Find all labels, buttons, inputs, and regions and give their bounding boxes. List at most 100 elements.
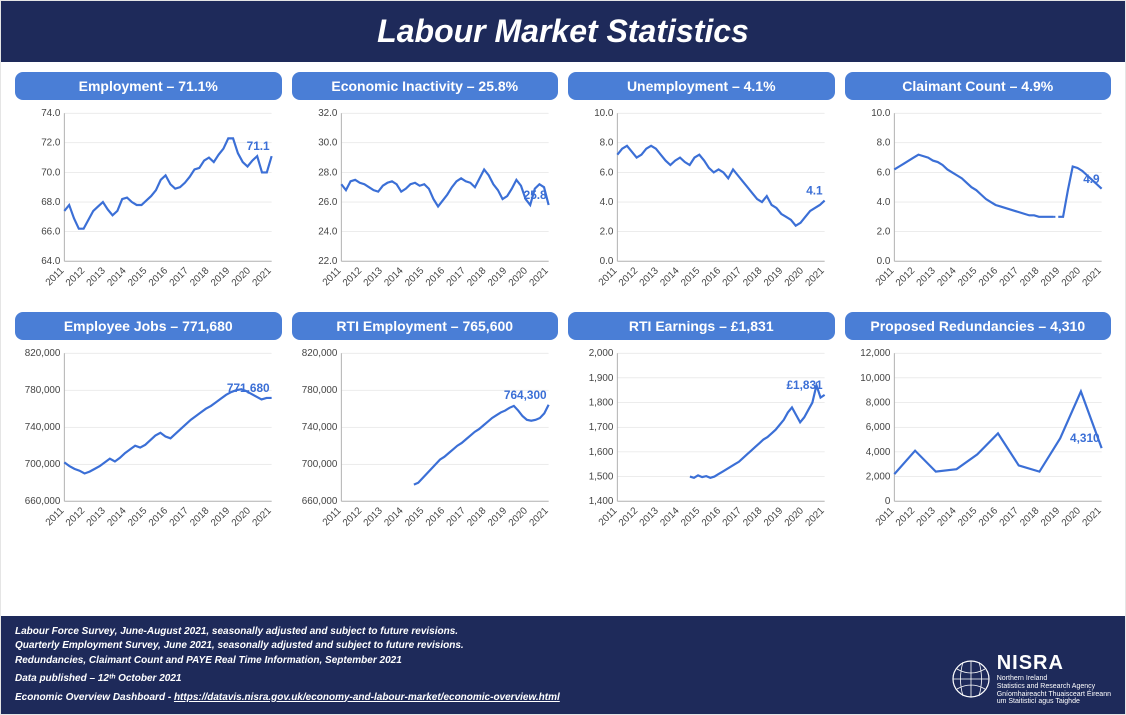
- svg-text:25.8: 25.8: [523, 188, 546, 202]
- svg-text:2014: 2014: [935, 505, 959, 529]
- svg-text:2011: 2011: [873, 505, 896, 528]
- svg-text:1,500: 1,500: [589, 472, 614, 483]
- chart-cell-2: Unemployment – 4.1% 0.02.04.06.08.010.02…: [568, 72, 835, 304]
- svg-text:2019: 2019: [209, 265, 233, 289]
- svg-text:8.0: 8.0: [876, 138, 890, 149]
- svg-text:74.0: 74.0: [41, 108, 61, 119]
- svg-text:2020: 2020: [783, 505, 807, 529]
- chart-cell-1: Economic Inactivity – 25.8% 22.024.026.0…: [292, 72, 559, 304]
- logo-name: NISRA: [997, 652, 1111, 675]
- globe-icon: [951, 659, 991, 699]
- dashboard-link[interactable]: https://datavis.nisra.gov.uk/economy-and…: [174, 692, 560, 703]
- svg-text:4,000: 4,000: [865, 447, 890, 458]
- footer-line1: Labour Force Survey, June-August 2021, s…: [15, 626, 560, 639]
- svg-text:28.0: 28.0: [318, 167, 338, 178]
- chart-plot-3: 0.02.04.06.08.010.0201120122013201420152…: [845, 104, 1112, 304]
- svg-text:2015: 2015: [126, 265, 150, 289]
- svg-text:2014: 2014: [382, 505, 406, 529]
- chart-plot-0: 64.066.068.070.072.074.02011201220132014…: [15, 104, 282, 304]
- svg-text:2012: 2012: [340, 505, 363, 528]
- footer-text: Labour Force Survey, June-August 2021, s…: [15, 626, 560, 707]
- svg-text:2020: 2020: [230, 505, 254, 529]
- chart-title-3: Claimant Count – 4.9%: [845, 72, 1112, 100]
- svg-text:2018: 2018: [1018, 505, 1042, 529]
- chart-cell-0: Employment – 71.1% 64.066.068.070.072.07…: [15, 72, 282, 304]
- svg-text:2018: 2018: [465, 505, 489, 529]
- svg-text:2017: 2017: [721, 265, 744, 288]
- svg-text:2021: 2021: [250, 265, 273, 288]
- svg-text:2016: 2016: [976, 505, 1000, 529]
- svg-text:660,000: 660,000: [301, 496, 337, 507]
- svg-text:10.0: 10.0: [871, 108, 891, 119]
- svg-text:2020: 2020: [506, 505, 530, 529]
- svg-text:6,000: 6,000: [865, 422, 890, 433]
- chart-cell-3: Claimant Count – 4.9% 0.02.04.06.08.010.…: [845, 72, 1112, 304]
- svg-text:4.0: 4.0: [600, 197, 614, 208]
- svg-text:1,800: 1,800: [589, 398, 614, 409]
- svg-text:2017: 2017: [444, 265, 467, 288]
- svg-text:2,000: 2,000: [865, 472, 890, 483]
- chart-plot-7: 02,0004,0006,0008,00010,00012,0002011201…: [845, 344, 1112, 544]
- footer-published: Data published – 12ᵗʰ October 2021: [15, 673, 560, 686]
- logo-sub1: Northern Ireland: [997, 675, 1111, 683]
- svg-text:2014: 2014: [105, 265, 129, 289]
- chart-plot-2: 0.02.04.06.08.010.0201120122013201420152…: [568, 104, 835, 304]
- svg-text:2.0: 2.0: [876, 227, 890, 238]
- chart-cell-6: RTI Earnings – £1,831 1,4001,5001,6001,7…: [568, 312, 835, 544]
- svg-text:2013: 2013: [914, 505, 938, 529]
- svg-text:2016: 2016: [147, 265, 171, 289]
- svg-text:10,000: 10,000: [860, 373, 891, 384]
- svg-text:2019: 2019: [486, 505, 510, 529]
- svg-text:2015: 2015: [956, 505, 980, 529]
- page: Labour Market Statistics Employment – 71…: [0, 0, 1126, 715]
- svg-text:4,310: 4,310: [1070, 431, 1100, 445]
- svg-text:12,000: 12,000: [860, 348, 891, 359]
- svg-text:26.0: 26.0: [318, 197, 338, 208]
- svg-text:2014: 2014: [105, 505, 129, 529]
- svg-text:2011: 2011: [44, 265, 67, 288]
- svg-text:2019: 2019: [762, 265, 786, 289]
- chart-title-2: Unemployment – 4.1%: [568, 72, 835, 100]
- chart-title-1: Economic Inactivity – 25.8%: [292, 72, 559, 100]
- svg-text:2,000: 2,000: [589, 348, 614, 359]
- svg-text:2016: 2016: [700, 265, 724, 289]
- chart-cell-7: Proposed Redundancies – 4,310 02,0004,00…: [845, 312, 1112, 544]
- svg-text:2017: 2017: [997, 505, 1020, 528]
- svg-text:2015: 2015: [403, 265, 427, 289]
- svg-text:2017: 2017: [721, 505, 744, 528]
- svg-text:8.0: 8.0: [600, 138, 614, 149]
- svg-text:10.0: 10.0: [594, 108, 614, 119]
- svg-text:71.1: 71.1: [247, 139, 270, 153]
- svg-text:4.1: 4.1: [806, 184, 823, 198]
- svg-text:2014: 2014: [658, 505, 682, 529]
- svg-text:2013: 2013: [638, 265, 662, 289]
- svg-text:2018: 2018: [741, 265, 765, 289]
- svg-text:1,600: 1,600: [589, 447, 614, 458]
- svg-text:2019: 2019: [762, 505, 786, 529]
- svg-text:70.0: 70.0: [41, 167, 61, 178]
- svg-text:32.0: 32.0: [318, 108, 338, 119]
- svg-text:2016: 2016: [423, 265, 447, 289]
- svg-text:2017: 2017: [168, 265, 191, 288]
- svg-text:771,680: 771,680: [227, 381, 270, 395]
- page-title: Labour Market Statistics: [1, 1, 1125, 62]
- chart-title-4: Employee Jobs – 771,680: [15, 312, 282, 340]
- chart-plot-6: 1,4001,5001,6001,7001,8001,9002,00020112…: [568, 344, 835, 544]
- svg-text:24.0: 24.0: [318, 227, 338, 238]
- svg-text:2015: 2015: [679, 505, 703, 529]
- svg-text:820,000: 820,000: [301, 348, 337, 359]
- logo-sub3: Gníomhaireacht Thuaisceart Éireann: [997, 691, 1111, 699]
- svg-text:2020: 2020: [783, 265, 807, 289]
- svg-text:2011: 2011: [597, 265, 620, 288]
- svg-text:700,000: 700,000: [25, 459, 61, 470]
- svg-text:2012: 2012: [340, 265, 363, 288]
- svg-text:2015: 2015: [403, 505, 427, 529]
- svg-text:700,000: 700,000: [301, 459, 337, 470]
- svg-text:2012: 2012: [64, 265, 87, 288]
- svg-text:2011: 2011: [320, 265, 343, 288]
- svg-text:660,000: 660,000: [25, 496, 61, 507]
- chart-cell-5: RTI Employment – 765,600 660,000700,0007…: [292, 312, 559, 544]
- svg-text:2019: 2019: [209, 505, 233, 529]
- svg-text:820,000: 820,000: [25, 348, 61, 359]
- svg-text:2.0: 2.0: [600, 227, 614, 238]
